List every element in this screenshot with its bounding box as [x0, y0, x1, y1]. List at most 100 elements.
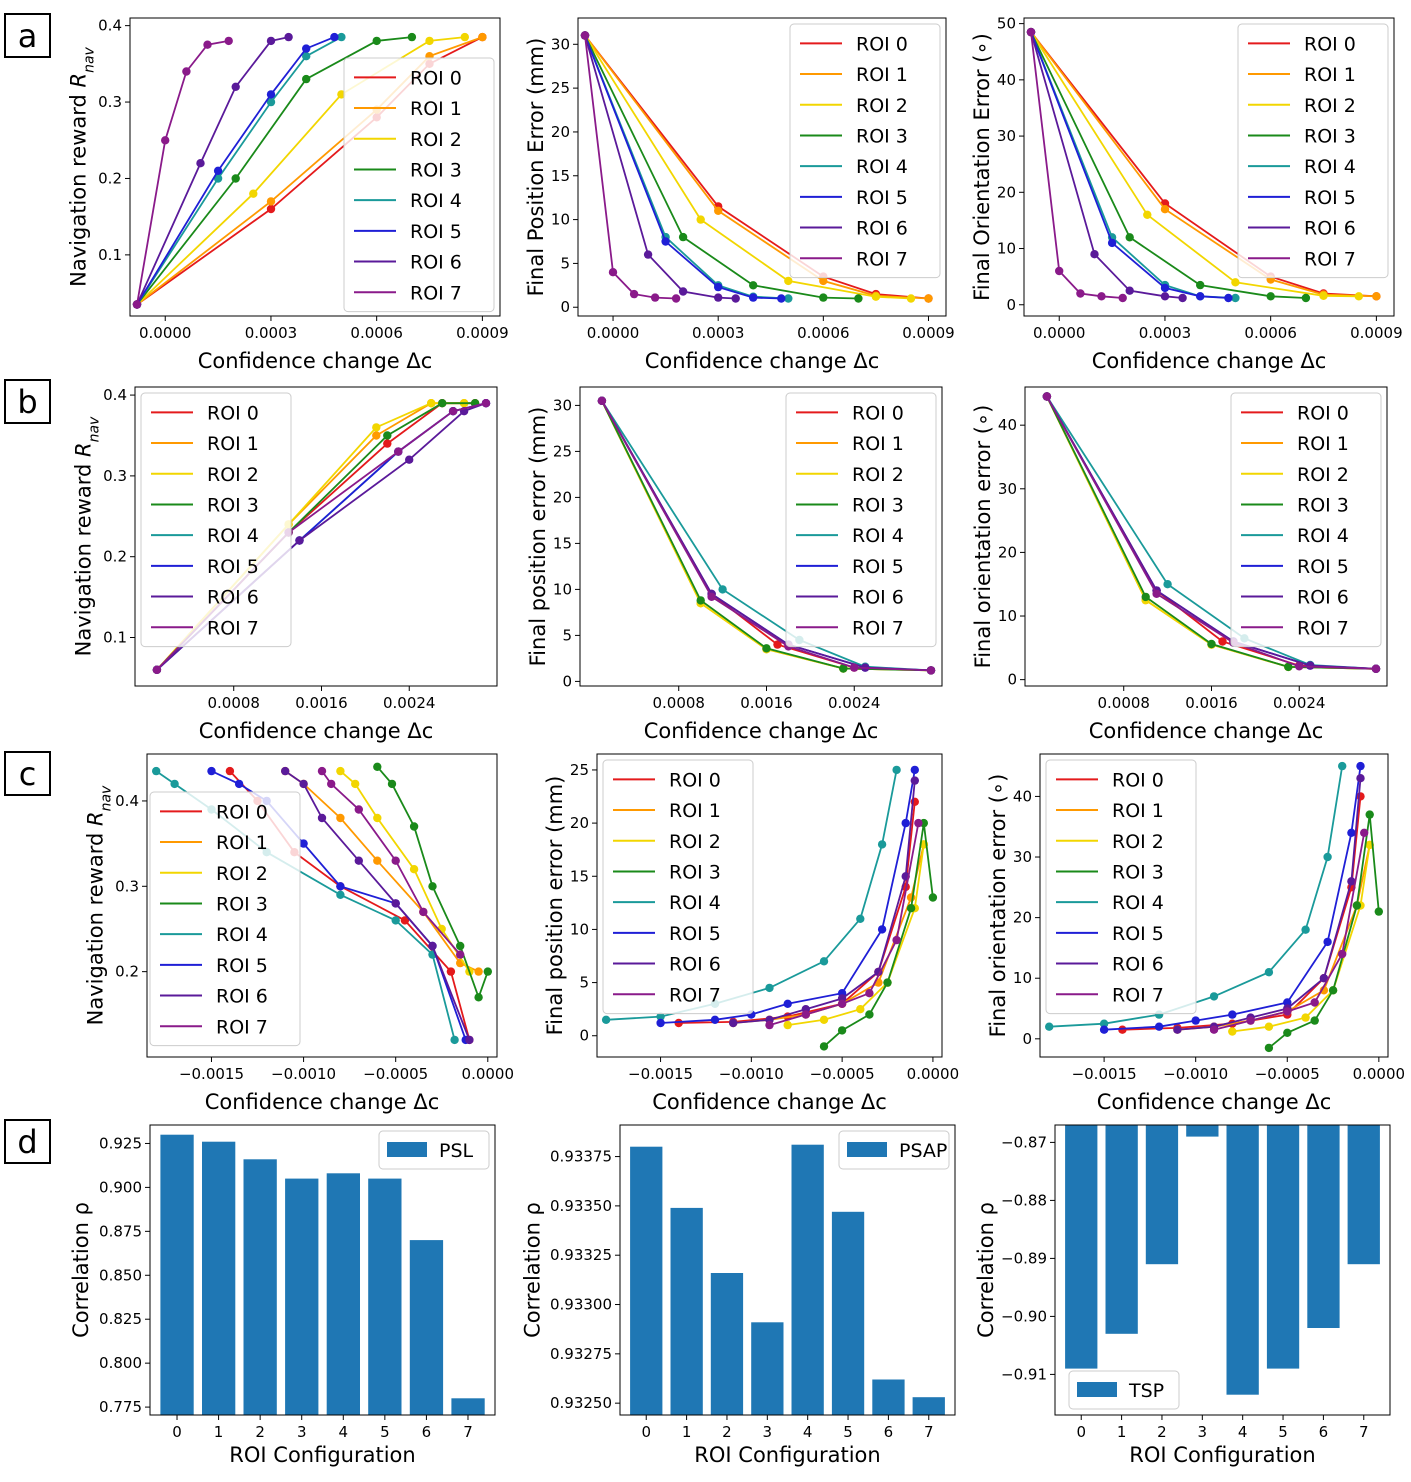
y-tick-label: −0.90: [1001, 1307, 1047, 1325]
legend-label-roi-7: ROI 7: [410, 282, 462, 304]
data-point-roi-7: [132, 300, 142, 309]
data-point-roi-3: [373, 762, 382, 771]
y-tick-label: 0.900: [99, 1178, 142, 1196]
data-point-roi-3: [372, 36, 381, 46]
data-point-roi-5: [207, 766, 216, 776]
legend-label-roi-6: ROI 6: [216, 986, 268, 1008]
plot-frame: [129, 17, 501, 317]
data-point-roi-4: [784, 294, 793, 303]
y-tick-label: 30: [553, 396, 572, 414]
legend-label-roi-3: ROI 3: [410, 159, 462, 181]
y-tick-label: 15: [551, 167, 570, 185]
x-tick-label: 0.0008: [1097, 694, 1150, 712]
data-point-roi-7: [892, 935, 901, 945]
bar-roi-6: [1307, 1125, 1340, 1328]
legend-box: [140, 392, 292, 648]
bar-roi-6: [409, 1240, 444, 1415]
chart-c3: −0.0015 −0.0010 −0.0005 0.0000 0 10 20 30 40 Conf…: [986, 753, 1405, 1114]
plot-frame: [1024, 386, 1388, 687]
legend-label-roi-0: ROI 0: [216, 801, 268, 823]
data-point-roi-7: [765, 1020, 774, 1030]
legend-label-psl: PSL: [439, 1140, 474, 1162]
data-point-roi-4: [1209, 992, 1219, 1001]
data-point-roi-4: [1323, 852, 1332, 862]
data-point-roi-4: [336, 890, 345, 899]
y-axis-label: Correlation ρ: [69, 1202, 93, 1338]
data-point-roi-3: [837, 1026, 847, 1035]
data-point-roi-5: [336, 882, 345, 891]
data-point-roi-2: [427, 399, 436, 408]
data-point-roi-6: [1178, 293, 1187, 303]
data-point-roi-6: [910, 776, 919, 785]
legend-label-roi-2: ROI 2: [1112, 831, 1164, 853]
data-point-roi-7: [391, 856, 400, 865]
legend-label-roi-0: ROI 0: [207, 402, 259, 424]
x-tick-label: 7: [924, 1423, 934, 1441]
data-point-roi-6: [1160, 292, 1170, 301]
y-tick-label: 20: [551, 123, 570, 141]
data-point-roi-3: [387, 779, 397, 789]
data-point-roi-1: [1160, 205, 1170, 214]
data-point-roi-3: [1328, 986, 1338, 995]
legend-label-roi-5: ROI 5: [1304, 187, 1356, 209]
plot-frame: [579, 386, 943, 687]
y-axis-label: Final orientation error (∘): [971, 405, 995, 669]
data-point-roi-0: [1118, 1025, 1127, 1034]
data-point-roi-5: [1228, 1010, 1237, 1019]
data-point-roi-7: [224, 36, 233, 46]
series-line-roi-4: [606, 769, 898, 1021]
y-axis-label: Correlation ρ: [974, 1202, 998, 1338]
x-tick-label: 0.0000: [462, 1065, 515, 1083]
y-tick-label: 0.3: [115, 877, 139, 895]
legend-box: [149, 791, 301, 1047]
bar-roi-1: [670, 1207, 703, 1415]
chart-d3: 0 1 2 3 4 5 6 7 −0.87 −0.88 −0.89 −0.90 −0.91 ROI Con…: [974, 1124, 1391, 1467]
y-tick-label: 25: [570, 761, 589, 779]
panel-tag-d-label: d: [17, 1123, 37, 1161]
data-point-roi-4: [302, 52, 311, 61]
data-point-roi-5: [710, 1015, 720, 1024]
x-tick-label: 0.0003: [1139, 324, 1192, 342]
data-point-roi-1: [474, 967, 483, 976]
legend-label-roi-6: ROI 6: [1297, 587, 1349, 609]
legend-label-roi-3: ROI 3: [856, 125, 908, 147]
y-tick-label: 0: [562, 672, 572, 690]
y-tick-label: 30: [997, 127, 1016, 145]
x-tick-label: 0.0006: [797, 324, 850, 342]
legend-box: [343, 57, 495, 313]
data-point-roi-6: [317, 813, 327, 823]
y-axis-label: Correlation ρ: [521, 1202, 545, 1338]
x-tick-label: −0.0005: [810, 1065, 875, 1083]
data-point-roi-2: [1354, 292, 1364, 301]
data-point-roi-6: [729, 1018, 738, 1028]
data-point-roi-7: [1209, 1025, 1219, 1034]
data-point-roi-6: [1125, 286, 1134, 295]
data-point-roi-3: [1301, 293, 1311, 303]
legend-box: [789, 23, 941, 279]
series-line-roi-2: [1232, 844, 1371, 1033]
legend-label-roi-2: ROI 2: [1297, 464, 1349, 486]
x-tick-label: 0.0009: [1350, 324, 1403, 342]
y-tick-label: 0.93250: [550, 1394, 612, 1412]
x-tick-label: 6: [884, 1423, 894, 1441]
chart-b3: 0.0008 0.0016 0.0024 0 10 20 30 40 Confidence ch…: [971, 386, 1388, 743]
data-point-roi-2: [337, 90, 346, 99]
y-tick-label: 0: [1006, 296, 1016, 314]
plot-frame: [149, 1124, 496, 1416]
legend-label-roi-7: ROI 7: [856, 248, 908, 270]
plot-frame: [134, 386, 498, 687]
data-point-roi-7: [448, 407, 458, 416]
legend-label-roi-1: ROI 1: [207, 433, 259, 455]
x-tick-label: 4: [1238, 1423, 1248, 1441]
data-point-roi-1: [1372, 292, 1381, 301]
legend-label-roi-7: ROI 7: [1112, 984, 1164, 1006]
data-point-roi-7: [152, 665, 162, 674]
data-point-roi-6: [231, 82, 240, 92]
legend-label-roi-3: ROI 3: [1112, 861, 1164, 883]
plot-frame: [577, 17, 947, 317]
y-tick-label: 15: [553, 534, 572, 552]
bar-roi-0: [630, 1146, 663, 1415]
data-point-roi-5: [1224, 293, 1233, 303]
bar-roi-3: [285, 1178, 319, 1415]
data-point-roi-3: [428, 882, 437, 891]
